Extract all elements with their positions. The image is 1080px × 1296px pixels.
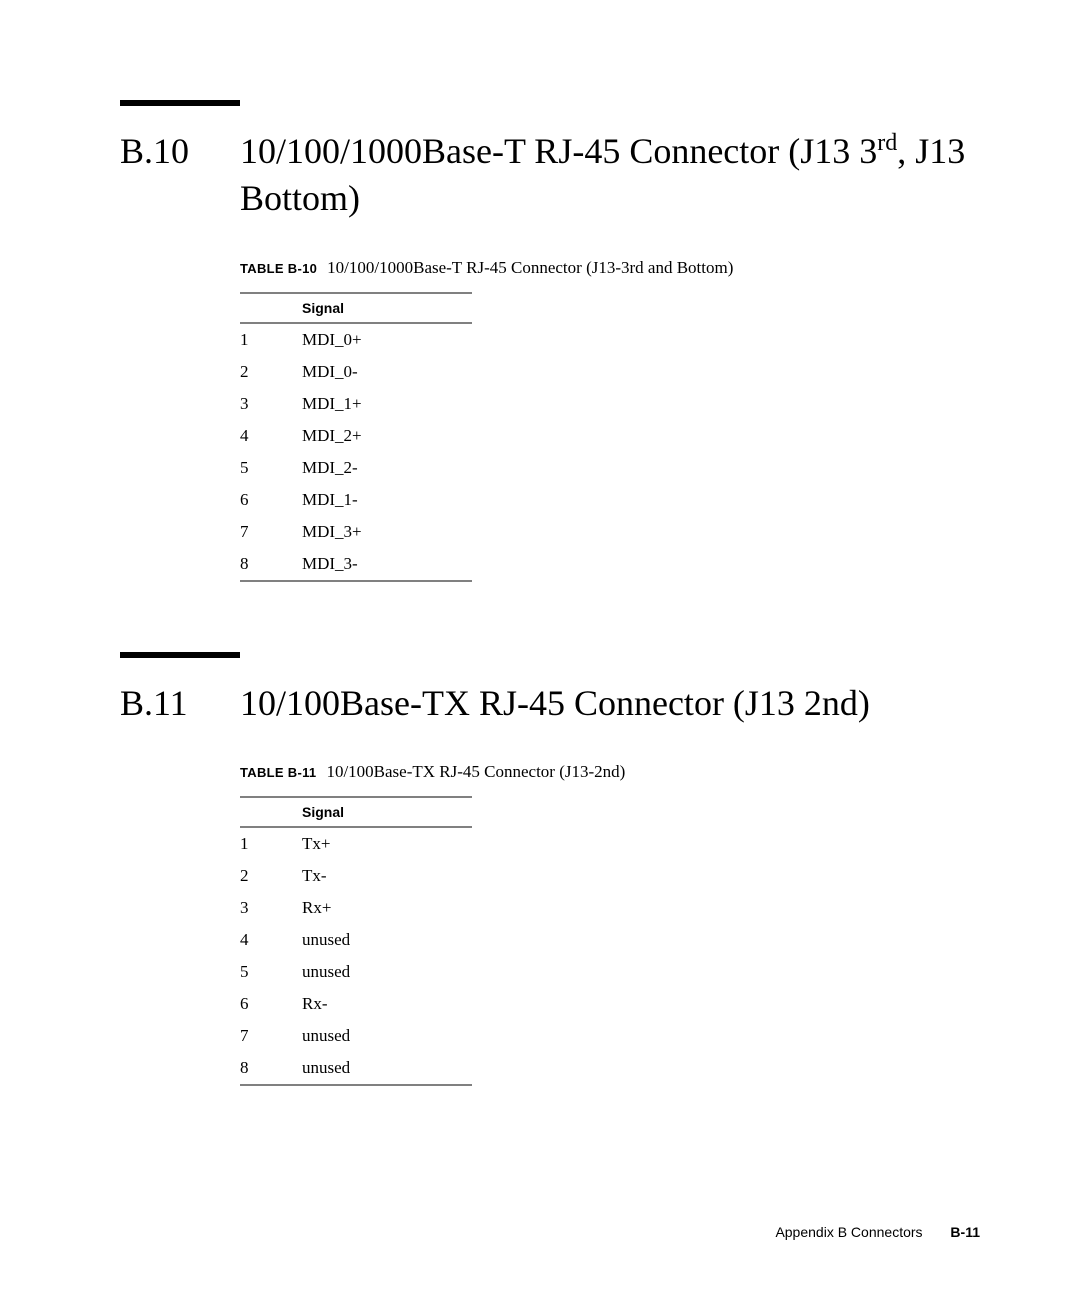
table-header-signal: Signal	[300, 293, 472, 323]
pin-cell: 3	[240, 892, 300, 924]
table-row: 4unused	[240, 924, 472, 956]
signal-cell: MDI_1-	[300, 484, 472, 516]
table-header-row: Signal	[240, 293, 472, 323]
section-title: 10/100Base-TX RJ-45 Connector (J13 2nd)	[240, 680, 980, 727]
pin-cell: 2	[240, 860, 300, 892]
signal-cell: Tx-	[300, 860, 472, 892]
section-title: 10/100/1000Base-T RJ-45 Connector (J13 3…	[240, 128, 980, 222]
signal-cell: MDI_2+	[300, 420, 472, 452]
table-header-signal: Signal	[300, 797, 472, 827]
section-number: B.10	[120, 128, 240, 175]
table-row: 3Rx+	[240, 892, 472, 924]
signal-cell: unused	[300, 956, 472, 988]
signal-cell: MDI_1+	[300, 388, 472, 420]
signal-cell: Tx+	[300, 827, 472, 860]
table-block-b11: TABLE B-11 10/100Base-TX RJ-45 Connector …	[240, 762, 980, 1086]
table-row: 2Tx-	[240, 860, 472, 892]
pin-cell: 7	[240, 516, 300, 548]
pinout-table-b11: Signal 1Tx+2Tx-3Rx+4unused5unused6Rx-7un…	[240, 796, 472, 1086]
table-row: 6MDI_1-	[240, 484, 472, 516]
signal-cell: Rx-	[300, 988, 472, 1020]
table-row: 4MDI_2+	[240, 420, 472, 452]
signal-cell: MDI_3+	[300, 516, 472, 548]
table-row: 8MDI_3-	[240, 548, 472, 581]
signal-cell: MDI_3-	[300, 548, 472, 581]
section-title-sup: rd	[877, 130, 897, 156]
pin-cell: 4	[240, 924, 300, 956]
table-block-b10: TABLE B-10 10/100/1000Base-T RJ-45 Connec…	[240, 258, 980, 582]
table-row: 7MDI_3+	[240, 516, 472, 548]
pin-cell: 2	[240, 356, 300, 388]
section-heading: B.10 10/100/1000Base-T RJ-45 Connector (…	[120, 128, 980, 222]
section-heading: B.11 10/100Base-TX RJ-45 Connector (J13 …	[120, 680, 980, 727]
table-row: 8unused	[240, 1052, 472, 1085]
table-row: 1MDI_0+	[240, 323, 472, 356]
signal-cell: MDI_2-	[300, 452, 472, 484]
table-row: 2MDI_0-	[240, 356, 472, 388]
table-row: 1Tx+	[240, 827, 472, 860]
table-row: 5MDI_2-	[240, 452, 472, 484]
table-caption: TABLE B-10 10/100/1000Base-T RJ-45 Connec…	[240, 258, 980, 278]
signal-cell: unused	[300, 924, 472, 956]
section-title-prefix: 10/100/1000Base-T RJ-45 Connector (J13 3	[240, 131, 877, 171]
pin-cell: 8	[240, 548, 300, 581]
table-title: 10/100Base-TX RJ-45 Connector (J13-2nd)	[326, 762, 625, 781]
pinout-table-b10: Signal 1MDI_0+2MDI_0-3MDI_1+4MDI_2+5MDI_…	[240, 292, 472, 582]
pin-cell: 8	[240, 1052, 300, 1085]
table-row: 3MDI_1+	[240, 388, 472, 420]
signal-cell: Rx+	[300, 892, 472, 924]
table-caption: TABLE B-11 10/100Base-TX RJ-45 Connector …	[240, 762, 980, 782]
section-marker	[120, 652, 240, 658]
table-label: TABLE B-11	[240, 765, 316, 780]
section-b11: B.11 10/100Base-TX RJ-45 Connector (J13 …	[120, 652, 980, 1087]
pin-cell: 1	[240, 323, 300, 356]
pin-cell: 6	[240, 484, 300, 516]
signal-cell: MDI_0+	[300, 323, 472, 356]
table-row: 7unused	[240, 1020, 472, 1052]
pin-cell: 3	[240, 388, 300, 420]
section-b10: B.10 10/100/1000Base-T RJ-45 Connector (…	[120, 100, 980, 582]
pin-cell: 4	[240, 420, 300, 452]
table-header-row: Signal	[240, 797, 472, 827]
pin-cell: 6	[240, 988, 300, 1020]
table-title: 10/100/1000Base-T RJ-45 Connector (J13-3…	[327, 258, 733, 277]
pin-cell: 1	[240, 827, 300, 860]
signal-cell: MDI_0-	[300, 356, 472, 388]
pin-cell: 5	[240, 956, 300, 988]
footer-appendix: Appendix B Connectors	[775, 1224, 922, 1240]
table-header-pin	[240, 797, 300, 827]
pin-cell: 7	[240, 1020, 300, 1052]
footer-pagenum: B-11	[950, 1224, 980, 1240]
table-label: TABLE B-10	[240, 261, 317, 276]
table-row: 5unused	[240, 956, 472, 988]
section-number: B.11	[120, 680, 240, 727]
section-marker	[120, 100, 240, 106]
page-footer: Appendix B Connectors B-11	[775, 1224, 980, 1240]
pin-cell: 5	[240, 452, 300, 484]
signal-cell: unused	[300, 1020, 472, 1052]
table-row: 6Rx-	[240, 988, 472, 1020]
table-header-pin	[240, 293, 300, 323]
signal-cell: unused	[300, 1052, 472, 1085]
